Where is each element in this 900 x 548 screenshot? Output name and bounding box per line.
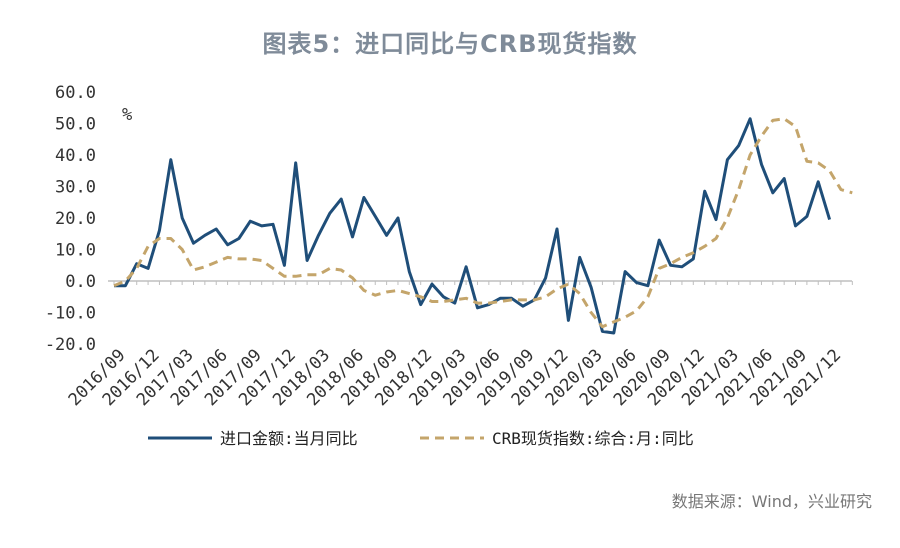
y-tick-label: -20.0 <box>45 335 96 355</box>
legend-label-import-yoy: 进口金额:当月同比 <box>220 429 358 448</box>
legend-label-crb-yoy: CRB现货指数:综合:月:同比 <box>492 429 694 448</box>
y-tick-label: 20.0 <box>55 209 96 229</box>
unit-label: % <box>122 105 132 125</box>
y-tick-label: 10.0 <box>55 241 96 261</box>
y-axis-labels: 60.0 50.0 40.0 30.0 20.0 10.0 0.0 -10.0 -20.0 <box>45 83 96 355</box>
x-axis-labels: 2016/092016/122017/032017/062017/092017/… <box>65 345 845 410</box>
chart-title: 图表5：进口同比与CRB现货指数 <box>262 30 638 58</box>
source-note: 数据来源：Wind，兴业研究 <box>671 492 872 511</box>
series-line-import-yoy <box>114 117 832 335</box>
y-tick-label: 60.0 <box>55 83 96 103</box>
series-line-crb-yoy <box>113 117 853 329</box>
y-tick-label: 40.0 <box>55 146 96 166</box>
y-tick-label: 50.0 <box>55 115 96 135</box>
y-tick-label: 0.0 <box>65 272 96 292</box>
legend: 进口金额:当月同比 CRB现货指数:综合:月:同比 <box>148 429 694 448</box>
y-tick-label: 30.0 <box>55 178 96 198</box>
y-tick-label: -10.0 <box>45 304 96 324</box>
